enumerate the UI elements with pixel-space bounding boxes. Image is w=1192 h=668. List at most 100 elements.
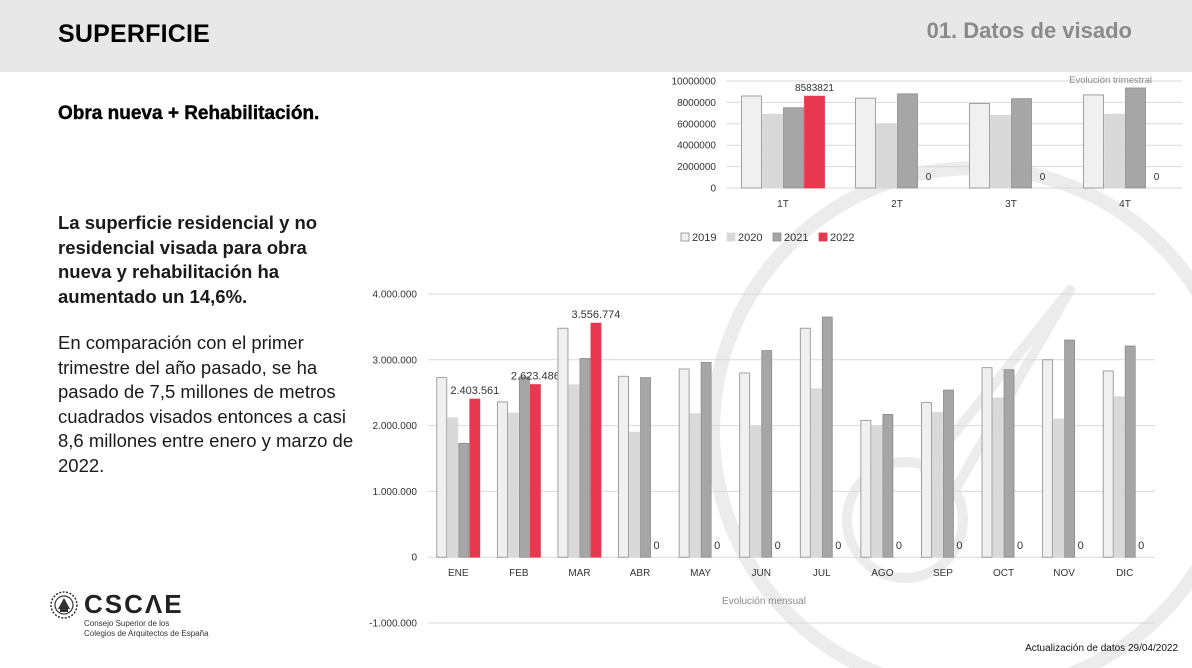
bar-2020 — [1113, 396, 1125, 558]
data-label: 0 — [653, 540, 659, 552]
bar-2020 — [1053, 418, 1065, 558]
subtitle: Obra nueva + Rehabilitación. — [58, 103, 320, 124]
data-label: 0 — [1078, 540, 1084, 552]
x-tick-label: MAY — [690, 568, 711, 579]
x-tick-label: SEP — [933, 568, 953, 579]
legend-swatch-2021 — [772, 232, 782, 242]
data-label: 3.556.774 — [571, 309, 620, 321]
footer-update-date: Actualización de datos 29/04/2022 — [1025, 643, 1178, 654]
body-text: En comparación con el primer trimestre d… — [58, 332, 354, 476]
bar-2021 — [1011, 98, 1032, 189]
bar-2020 — [876, 123, 897, 189]
bar-2021 — [882, 414, 894, 558]
legend-label: 2020 — [738, 232, 762, 244]
chart-title: Evolución trimestral — [1069, 75, 1152, 86]
bar-2019 — [981, 367, 993, 558]
bar-2022 — [469, 398, 481, 558]
bar-2019 — [921, 402, 932, 558]
data-label: 0 — [926, 172, 932, 183]
x-tick-label: 4T — [1119, 199, 1131, 210]
x-tick-label: NOV — [1053, 568, 1075, 579]
bar-2021 — [700, 362, 712, 558]
x-tick-label: FEB — [509, 568, 529, 579]
bar-2021 — [783, 107, 804, 189]
bar-2019 — [618, 375, 629, 558]
y-tick-label: 10000000 — [672, 77, 717, 88]
bar-2020 — [810, 388, 822, 558]
bar-2019 — [436, 377, 448, 558]
bar-2020 — [689, 413, 701, 558]
bar-2019 — [678, 368, 690, 558]
legend-label: 2019 — [692, 232, 716, 244]
data-label: 0 — [775, 540, 781, 552]
page-title: SUPERFICIE — [58, 20, 211, 48]
bar-2020 — [992, 397, 1004, 558]
data-label: 0 — [896, 540, 902, 552]
bar-2019 — [799, 327, 811, 558]
bar-2020 — [568, 384, 580, 558]
y-tick-label: -1.000.000 — [369, 619, 417, 630]
bar-2020 — [750, 425, 762, 558]
y-tick-label: 6000000 — [677, 119, 716, 130]
y-tick-label: 8000000 — [677, 98, 716, 109]
logo-line-1: Consejo Superior de los — [84, 619, 170, 628]
header-bar: SUPERFICIE 01. Datos de visado — [0, 0, 1192, 72]
bar-2022 — [590, 322, 602, 558]
x-tick-label: JUN — [751, 568, 770, 579]
data-label: 0 — [1138, 540, 1144, 552]
y-tick-label: 0 — [710, 184, 716, 195]
x-tick-label: JUL — [813, 568, 831, 579]
highlight-text: La superficie residencial y no residenci… — [58, 212, 318, 307]
bar-2019 — [860, 419, 872, 558]
x-tick-label: 1T — [777, 199, 789, 210]
bar-2019 — [1042, 359, 1054, 558]
bar-2021 — [458, 442, 470, 558]
x-tick-label: MAR — [568, 568, 590, 579]
bar-2019 — [1083, 94, 1104, 189]
bar-2019 — [855, 97, 876, 189]
x-tick-label: 3T — [1005, 199, 1017, 210]
bar-2021 — [640, 377, 651, 558]
chart-title: Evolución mensual — [722, 596, 806, 607]
bar-2021 — [1124, 345, 1136, 558]
legend-swatch-2020 — [726, 232, 736, 242]
data-label: 0 — [1154, 172, 1160, 183]
x-tick-label: OCT — [993, 568, 1014, 579]
bar-2019 — [969, 103, 990, 189]
x-tick-label: DIC — [1116, 568, 1133, 579]
bar-2021 — [1003, 369, 1015, 558]
y-tick-label: 1.000.000 — [373, 487, 418, 498]
bar-2020 — [629, 431, 640, 558]
data-label: 0 — [1017, 540, 1023, 552]
legend-label: 2022 — [830, 232, 854, 244]
bar-2022 — [529, 384, 541, 558]
bar-2020 — [762, 113, 783, 189]
y-tick-label: 3.000.000 — [373, 355, 418, 366]
bar-2022 — [804, 95, 825, 189]
data-label: 0 — [714, 540, 720, 552]
data-label: 2.403.561 — [450, 385, 499, 397]
y-tick-label: 4.000.000 — [373, 290, 418, 301]
x-tick-label: ABR — [630, 568, 651, 579]
bar-2019 — [557, 327, 569, 558]
legend-label: 2021 — [784, 232, 808, 244]
y-tick-label: 0 — [411, 553, 417, 564]
bar-2020 — [932, 412, 943, 558]
y-tick-label: 2000000 — [677, 162, 716, 173]
data-label: 2.623.486 — [511, 371, 560, 383]
bar-2021 — [579, 358, 591, 558]
bar-2021 — [1064, 339, 1076, 558]
data-label: 0 — [956, 540, 962, 552]
data-label: 0 — [835, 540, 841, 552]
data-label: 8583821 — [795, 83, 834, 94]
x-tick-label: 2T — [891, 199, 903, 210]
bar-2021 — [897, 93, 918, 189]
bar-2019 — [496, 401, 508, 558]
section-title: 01. Datos de visado — [926, 18, 1132, 43]
legend-swatch-2019 — [680, 232, 690, 242]
logo-wordmark: CSCΛE — [84, 589, 184, 619]
logo-subtitle: Consejo Superior de los Colegios de Arqu… — [84, 619, 284, 639]
legend-swatch-2022 — [818, 232, 828, 242]
y-tick-label: 4000000 — [677, 141, 716, 152]
bar-2021 — [518, 376, 530, 558]
